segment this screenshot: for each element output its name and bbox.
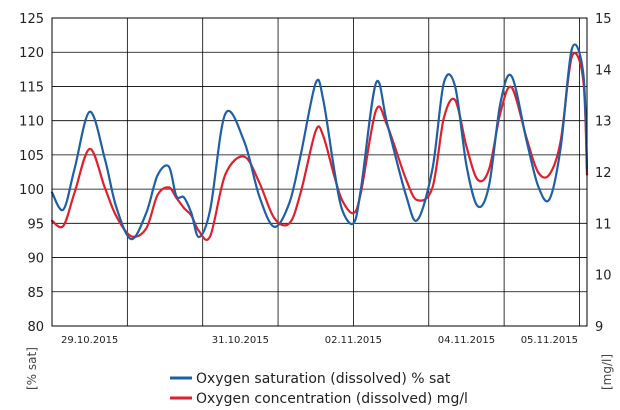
plot-frame bbox=[51, 17, 588, 327]
right-tick-label: 11 bbox=[595, 217, 612, 232]
right-tick-label: 9 bbox=[595, 320, 603, 335]
plot-background bbox=[52, 18, 587, 326]
left-tick-label: 90 bbox=[27, 252, 44, 267]
x-tick-label: 29.10.2015 bbox=[61, 335, 118, 346]
left-tick-label: 125 bbox=[19, 12, 44, 27]
left-tick-label: 110 bbox=[19, 115, 44, 130]
left-tick-label: 100 bbox=[19, 183, 44, 198]
legend: Oxygen saturation (dissolved) % sat Oxyg… bbox=[170, 371, 468, 407]
left-tick-label: 95 bbox=[27, 217, 44, 232]
right-axis-ticks: 9 10 11 12 13 14 15 bbox=[595, 12, 612, 335]
grid-lines bbox=[52, 18, 587, 326]
x-tick-label: 04.11.2015 bbox=[438, 335, 495, 346]
left-tick-label: 105 bbox=[19, 149, 44, 164]
series-line-saturation bbox=[50, 43, 589, 241]
x-tick-label: 02.11.2015 bbox=[325, 335, 382, 346]
right-axis-title: [mg/l] bbox=[600, 354, 614, 390]
left-tick-label: 115 bbox=[19, 80, 44, 95]
left-axis-ticks: 80 85 90 95 100 105 110 115 120 125 bbox=[19, 12, 44, 335]
x-axis-ticks: 29.10.2015 31.10.2015 02.11.2015 04.11.2015… bbox=[61, 335, 578, 346]
right-tick-label: 13 bbox=[595, 115, 612, 130]
legend-label-concentration: Oxygen concentration (dissolved) mg/l bbox=[196, 391, 468, 407]
right-tick-label: 15 bbox=[595, 12, 612, 27]
legend-label-saturation: Oxygen saturation (dissolved) % sat bbox=[196, 371, 451, 387]
series-line-concentration bbox=[50, 51, 589, 241]
x-tick-label: 31.10.2015 bbox=[212, 335, 269, 346]
right-tick-label: 14 bbox=[595, 63, 612, 78]
left-axis-title: [% sat] bbox=[25, 347, 39, 390]
left-tick-label: 120 bbox=[19, 46, 44, 61]
right-tick-label: 10 bbox=[595, 269, 612, 284]
left-tick-label: 85 bbox=[27, 286, 44, 301]
series-lines bbox=[50, 43, 589, 241]
right-tick-label: 12 bbox=[595, 166, 612, 181]
x-tick-label: 05.11.2015 bbox=[521, 335, 578, 346]
left-tick-label: 80 bbox=[27, 320, 44, 335]
plot-area bbox=[50, 17, 589, 327]
